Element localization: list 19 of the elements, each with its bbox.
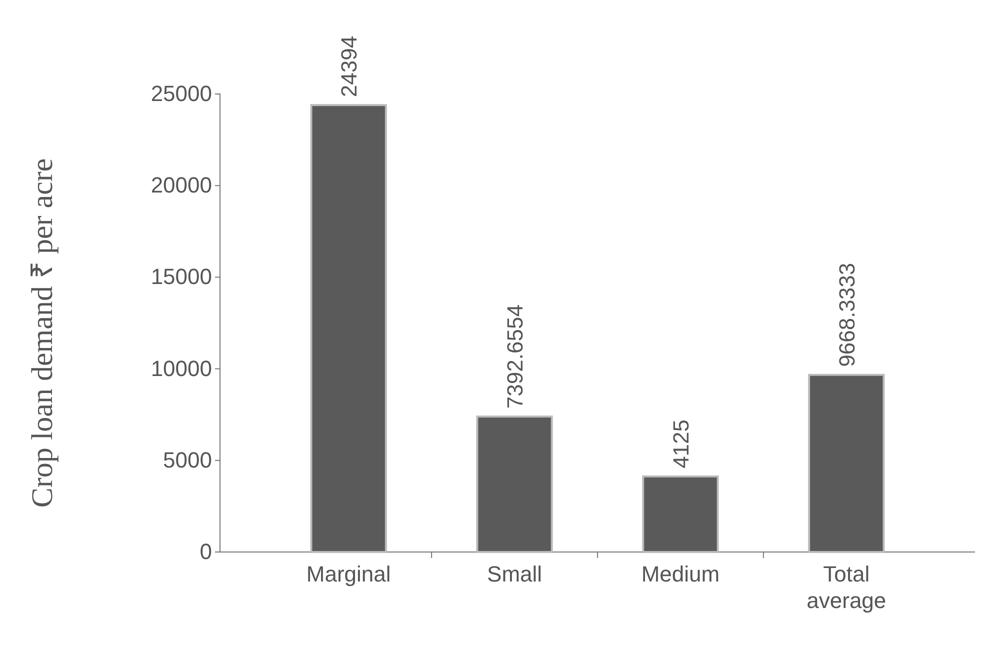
y-tick-label: 5000: [163, 447, 212, 472]
data-label: 24394: [336, 36, 362, 98]
data-label: 7392.6554: [502, 304, 528, 409]
bar: [642, 475, 719, 553]
y-tick-label: 25000: [150, 81, 212, 106]
bar: [808, 374, 885, 553]
y-tick-label: 15000: [150, 264, 212, 290]
y-axis-title: Crop loan demand ₹ per acre: [26, 158, 59, 508]
y-tick-label: 20000: [150, 172, 212, 198]
data-label: 4125: [668, 419, 694, 468]
x-tick-label: Total average: [806, 562, 886, 614]
data-label: 9668.3333: [834, 262, 860, 367]
x-tick-label: Small: [487, 562, 542, 587]
x-tick-label: Medium: [641, 562, 720, 587]
y-tick-label: 10000: [150, 356, 212, 381]
x-tick-label: Marginal: [306, 562, 391, 587]
bar: [476, 416, 553, 553]
y-tick-label: 0: [200, 539, 212, 564]
bar: [310, 104, 387, 553]
